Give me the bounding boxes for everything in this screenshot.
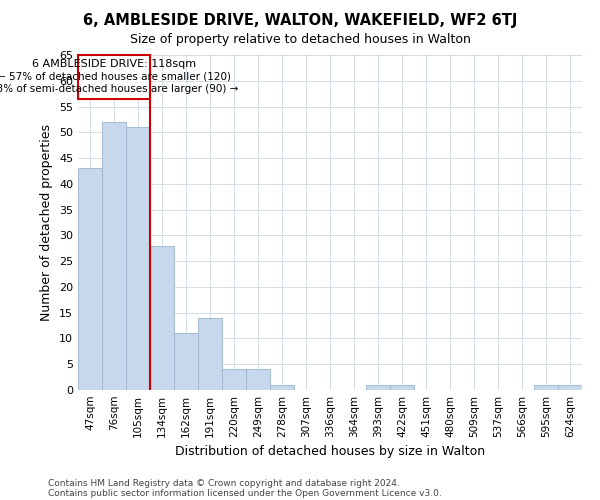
Text: Size of property relative to detached houses in Walton: Size of property relative to detached ho…: [130, 32, 470, 46]
Bar: [174, 334, 198, 390]
Text: ← 57% of detached houses are smaller (120): ← 57% of detached houses are smaller (12…: [0, 72, 231, 82]
Bar: [126, 127, 150, 390]
Bar: [390, 385, 414, 390]
Bar: [198, 318, 222, 390]
X-axis label: Distribution of detached houses by size in Walton: Distribution of detached houses by size …: [175, 446, 485, 458]
Text: 6, AMBLESIDE DRIVE, WALTON, WAKEFIELD, WF2 6TJ: 6, AMBLESIDE DRIVE, WALTON, WAKEFIELD, W…: [83, 12, 517, 28]
Bar: [102, 122, 126, 390]
Bar: [78, 55, 150, 99]
Bar: [558, 385, 582, 390]
Text: Contains public sector information licensed under the Open Government Licence v3: Contains public sector information licen…: [48, 488, 442, 498]
Text: 6 AMBLESIDE DRIVE: 118sqm: 6 AMBLESIDE DRIVE: 118sqm: [32, 59, 196, 69]
Bar: [270, 385, 294, 390]
Bar: [246, 370, 270, 390]
Bar: [222, 370, 246, 390]
Text: Contains HM Land Registry data © Crown copyright and database right 2024.: Contains HM Land Registry data © Crown c…: [48, 478, 400, 488]
Bar: [150, 246, 174, 390]
Bar: [78, 168, 102, 390]
Bar: [534, 385, 558, 390]
Text: 43% of semi-detached houses are larger (90) →: 43% of semi-detached houses are larger (…: [0, 84, 238, 94]
Bar: [366, 385, 390, 390]
Y-axis label: Number of detached properties: Number of detached properties: [40, 124, 53, 321]
